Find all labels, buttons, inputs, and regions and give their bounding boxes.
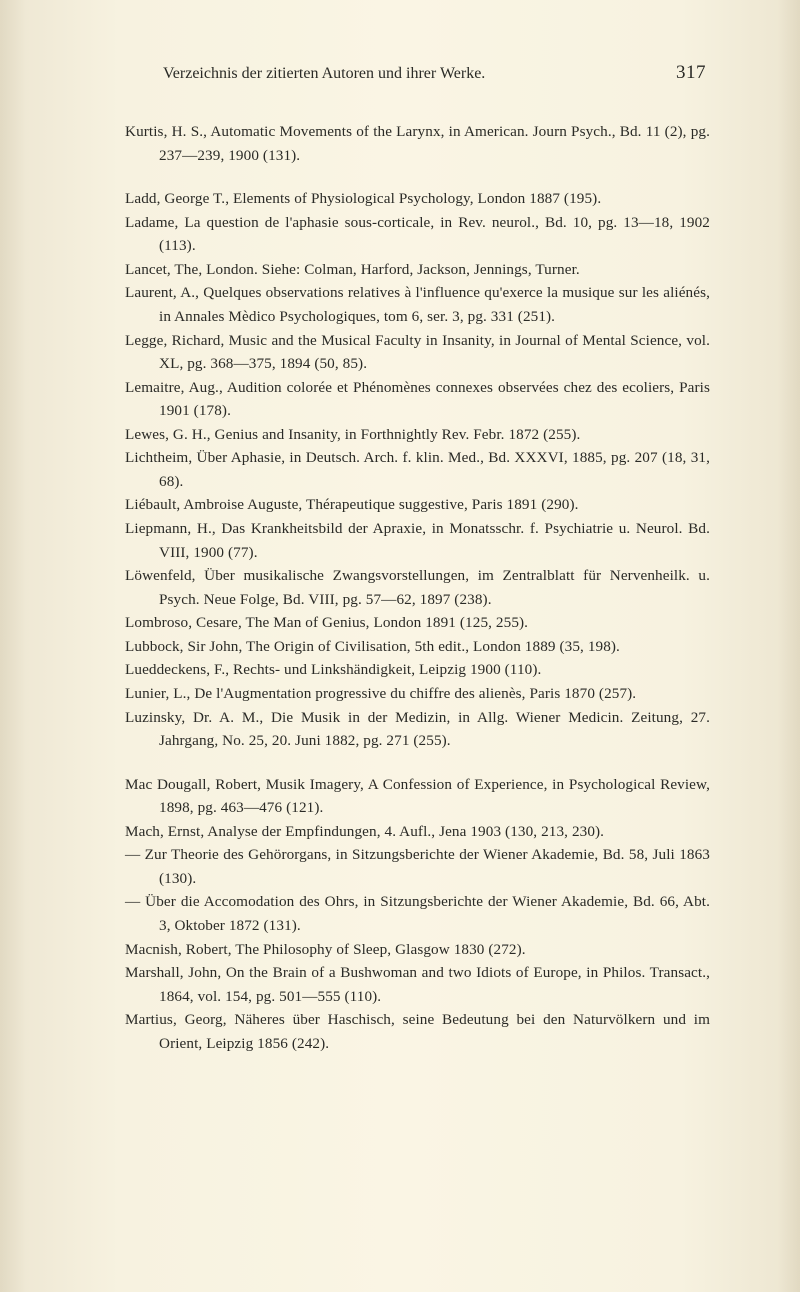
bibliography-entry: Ladd, George T., Elements of Physiologic… — [125, 187, 710, 211]
bibliography-entry: Mach, Ernst, Analyse der Empfindungen, 4… — [125, 820, 710, 844]
bibliography-entry: Martius, Georg, Näheres über Haschisch, … — [125, 1008, 710, 1055]
bibliography-entry: Lunier, L., De l'Augmentation progressiv… — [125, 682, 710, 706]
page: Verzeichnis der zitierten Autoren und ih… — [0, 0, 800, 1292]
header-title: Verzeichnis der zitierten Autoren und ih… — [163, 65, 485, 83]
bibliography-entry: Liébault, Ambroise Auguste, Thérapeutiqu… — [125, 493, 710, 517]
page-edge-left — [0, 0, 26, 1292]
bibliography-entry: Lichtheim, Über Aphasie, in Deutsch. Arc… — [125, 446, 710, 493]
bibliography-entry: Luzinsky, Dr. A. M., Die Musik in der Me… — [125, 706, 710, 753]
bibliography-entry: Lemaitre, Aug., Audition colorée et Phén… — [125, 376, 710, 423]
bibliography-entry: Lancet, The, London. Siehe: Colman, Harf… — [125, 258, 710, 282]
bibliography-entry: Lubbock, Sir John, The Origin of Civilis… — [125, 635, 710, 659]
bibliography-entry: Kurtis, H. S., Automatic Movements of th… — [125, 120, 710, 167]
bibliography-entry: — Über die Accomodation des Ohrs, in Sit… — [125, 890, 710, 937]
section-gap — [125, 167, 710, 187]
bibliography-entry: Mac Dougall, Robert, Musik Imagery, A Co… — [125, 773, 710, 820]
page-edge-right — [778, 0, 800, 1292]
section-gap — [125, 753, 710, 773]
page-number: 317 — [676, 62, 706, 84]
bibliography-entry: Lombroso, Cesare, The Man of Genius, Lon… — [125, 611, 710, 635]
running-header: Verzeichnis der zitierten Autoren und ih… — [125, 62, 710, 84]
bibliography-entry: Legge, Richard, Music and the Musical Fa… — [125, 329, 710, 376]
bibliography-entry: — Zur Theorie des Gehörorgans, in Sitzun… — [125, 843, 710, 890]
bibliography-entry: Lewes, G. H., Genius and Insanity, in Fo… — [125, 423, 710, 447]
bibliography-list: Kurtis, H. S., Automatic Movements of th… — [125, 120, 710, 1055]
bibliography-entry: Laurent, A., Quelques observations relat… — [125, 281, 710, 328]
bibliography-entry: Marshall, John, On the Brain of a Bushwo… — [125, 961, 710, 1008]
bibliography-entry: Liepmann, H., Das Krankheitsbild der Apr… — [125, 517, 710, 564]
bibliography-entry: Ladame, La question de l'aphasie sous-co… — [125, 211, 710, 258]
bibliography-entry: Macnish, Robert, The Philosophy of Sleep… — [125, 938, 710, 962]
bibliography-entry: Löwenfeld, Über musikalische Zwangsvorst… — [125, 564, 710, 611]
bibliography-entry: Lueddeckens, F., Rechts- und Linkshändig… — [125, 658, 710, 682]
